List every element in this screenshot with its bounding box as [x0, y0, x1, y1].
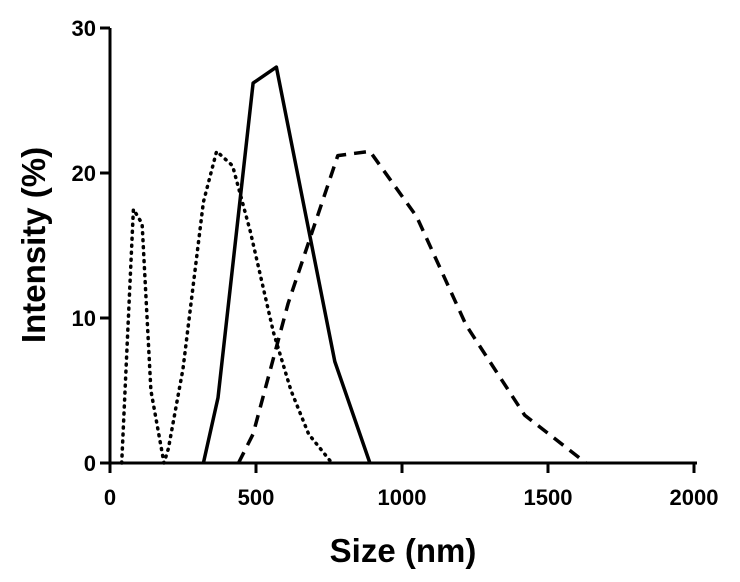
- x-tick-label: 1500: [524, 485, 573, 510]
- y-tick-label: 10: [72, 306, 96, 331]
- series-line-solid: [201, 65, 372, 464]
- series-layer: [119, 65, 588, 465]
- tick-labels: 0 500 1000 1500 2000 0 10 20 30: [72, 16, 719, 510]
- y-axis-title: Intensity (%): [15, 147, 52, 343]
- y-tick-label: 0: [84, 451, 96, 476]
- y-tick-label: 20: [72, 161, 96, 186]
- x-tick-label: 2000: [670, 485, 719, 510]
- x-tick-label: 0: [104, 485, 116, 510]
- x-tick-label: 500: [238, 485, 275, 510]
- x-tick-label: 1000: [378, 485, 427, 510]
- axes: [108, 28, 697, 465]
- y-tick-label: 30: [72, 16, 96, 41]
- series-line-dotted: [119, 149, 334, 465]
- series-line-dashed: [236, 149, 588, 465]
- x-axis-title: Size (nm): [330, 532, 477, 569]
- ticks: [100, 26, 696, 473]
